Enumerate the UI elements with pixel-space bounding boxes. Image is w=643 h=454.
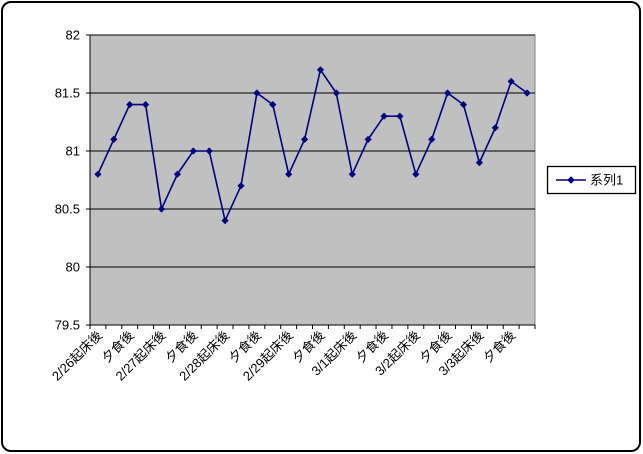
data-point-marker bbox=[221, 217, 229, 225]
axes bbox=[86, 34, 536, 329]
data-point-marker bbox=[110, 135, 118, 143]
y-axis-label: 80 bbox=[66, 260, 80, 275]
data-point-marker bbox=[412, 170, 420, 178]
data-point-marker bbox=[205, 147, 213, 155]
data-point-marker bbox=[94, 170, 102, 178]
data-point-marker bbox=[157, 205, 166, 213]
series-line bbox=[94, 66, 531, 225]
data-point-marker bbox=[523, 89, 531, 97]
data-point-marker bbox=[475, 159, 483, 167]
y-axis-label: 81.5 bbox=[55, 86, 80, 101]
data-point-marker bbox=[459, 101, 468, 109]
data-point-marker bbox=[380, 112, 388, 120]
data-point-marker bbox=[396, 112, 404, 120]
data-point-marker bbox=[142, 101, 150, 109]
data-point-marker bbox=[189, 147, 197, 155]
legend-marker-icon bbox=[567, 176, 575, 184]
data-point-marker bbox=[316, 66, 325, 74]
y-axis-label: 82 bbox=[66, 28, 80, 43]
data-point-marker bbox=[253, 89, 261, 97]
data-point-marker bbox=[285, 170, 293, 178]
data-point-marker bbox=[332, 89, 340, 97]
data-point-marker bbox=[507, 77, 515, 85]
data-point-marker bbox=[237, 182, 245, 190]
legend: 系列1 bbox=[546, 165, 637, 195]
data-point-marker bbox=[173, 170, 182, 178]
x-axis-label: 夕食後 bbox=[480, 328, 518, 366]
data-point-marker bbox=[491, 124, 499, 132]
plot-background bbox=[89, 34, 536, 326]
y-axis-label: 80.5 bbox=[55, 202, 80, 217]
data-point-marker bbox=[348, 170, 356, 178]
legend-series-label: 系列1 bbox=[590, 173, 623, 188]
y-axis-label: 79.5 bbox=[55, 318, 80, 333]
y-axis-label: 81 bbox=[66, 144, 80, 159]
data-point-marker bbox=[443, 89, 452, 97]
y-axis-labels: 82 81.5 81 80.5 80 79.5 bbox=[55, 28, 80, 333]
plot-area bbox=[89, 34, 536, 326]
data-point-marker bbox=[126, 101, 134, 109]
data-point-marker bbox=[428, 135, 436, 143]
data-point-marker bbox=[269, 101, 277, 109]
data-point-marker bbox=[364, 135, 372, 143]
x-axis-labels: 2/26起床後夕食後2/27起床後夕食後2/28起床後夕食後2/29起床後夕食後… bbox=[49, 328, 518, 384]
series-polyline bbox=[97, 67, 528, 224]
data-point-marker bbox=[300, 135, 309, 143]
x-axis-label: 2/26起床後 bbox=[49, 328, 105, 384]
